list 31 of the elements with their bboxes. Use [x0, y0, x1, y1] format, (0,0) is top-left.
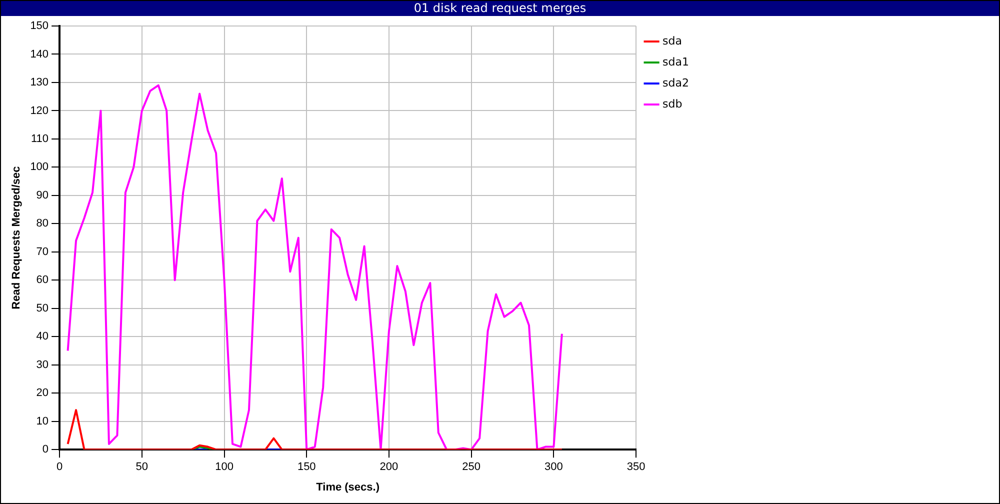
x-tick-label: 200: [380, 461, 398, 474]
y-tick-label: 20: [36, 387, 49, 400]
y-tick-label: 100: [30, 161, 49, 174]
x-tick-label: 350: [626, 461, 646, 474]
x-axis-title: Time (secs.): [316, 481, 380, 494]
y-tick-label: 30: [36, 358, 49, 371]
y-tick-label: 10: [36, 415, 49, 428]
chart-title: 01 disk read request merges: [1, 1, 999, 16]
x-tick-label: 50: [136, 461, 148, 474]
y-tick-label: 150: [30, 20, 49, 32]
y-tick-label: 60: [36, 274, 49, 286]
x-tick-label: 100: [215, 461, 234, 474]
x-tick-label: 300: [544, 461, 563, 474]
legend-label: sda1: [662, 55, 689, 68]
y-tick-label: 110: [31, 132, 49, 145]
legend-label: sda: [662, 34, 682, 48]
y-tick-label: 0: [42, 444, 49, 456]
y-tick-label: 140: [30, 48, 49, 60]
y-axis-title: Read Requests Merged/sec: [10, 166, 23, 310]
y-tick-label: 90: [36, 189, 49, 202]
x-tick-label: 150: [297, 461, 316, 474]
x-tick-label: 250: [462, 461, 481, 474]
y-tick-label: 130: [30, 76, 49, 89]
y-tick-label: 40: [36, 330, 49, 343]
y-tick-label: 80: [36, 218, 49, 230]
x-tick-label: 0: [56, 461, 63, 474]
y-tick-label: 120: [30, 104, 49, 117]
legend-label: sda2: [662, 76, 689, 90]
legend-label: sdb: [662, 97, 682, 110]
y-tick-label: 70: [36, 246, 49, 258]
y-tick-label: 50: [36, 302, 49, 314]
